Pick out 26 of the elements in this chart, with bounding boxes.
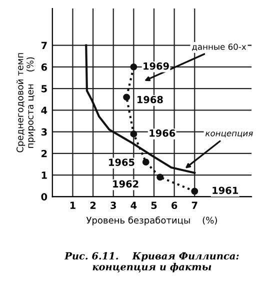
x-tick-label: 7 (192, 202, 198, 209)
y-tick-label: 2 (42, 150, 47, 158)
annotation: 1962 (113, 180, 138, 188)
x-axis-title: Уровень безработицы (%) (86, 216, 217, 226)
annotation: 1965 (109, 158, 134, 166)
y-tick-label: 4 (41, 106, 48, 114)
y-tick-label: 7 (41, 42, 47, 49)
annotation: 1968 (137, 96, 163, 104)
y-tick-label: 5 (42, 85, 47, 92)
x-tick-label: 6 (172, 202, 178, 210)
y-axis-title: Среднегодовой темп прироста цен (%) (16, 53, 36, 152)
text: данные 60-х (192, 44, 246, 51)
y-tick-label: 0 (41, 193, 48, 200)
x-tick-label: 2 (90, 202, 96, 209)
x-tick-label: 1 (70, 202, 76, 209)
y-tick-label: 3 (41, 128, 47, 136)
annotation: 1961 (212, 186, 238, 194)
x-tick-label: 5 (151, 202, 157, 210)
x-tick-label: 3 (110, 202, 116, 210)
x-tick-label: 4 (130, 202, 137, 209)
text: концепция (206, 132, 253, 138)
y-tick-label: 1 (42, 172, 47, 179)
annotation: 1969 (144, 62, 169, 70)
y-tick-label: 6 (41, 63, 48, 71)
text: Рис. 6.11. Кривая Филлипса: концепция и факты (64, 252, 239, 272)
annotation: 1966 (150, 129, 176, 137)
